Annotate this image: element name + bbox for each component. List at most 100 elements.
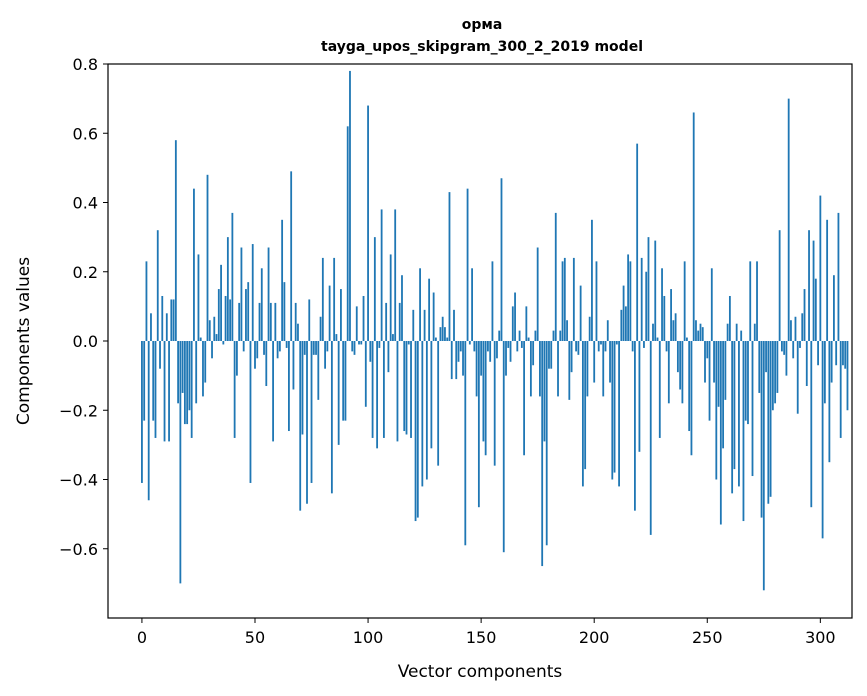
bar (568, 341, 571, 400)
bar (527, 337, 530, 341)
bar (489, 341, 492, 362)
bar (385, 302, 388, 341)
bar (254, 341, 256, 369)
bar (525, 306, 528, 342)
bar (480, 341, 483, 376)
bar (204, 341, 207, 383)
bar (471, 268, 473, 341)
bar (509, 341, 512, 362)
bar (529, 341, 532, 397)
bar (161, 295, 164, 341)
bar (796, 341, 799, 414)
bar (699, 323, 702, 341)
bar (516, 341, 519, 352)
bar (272, 341, 274, 442)
bar (349, 70, 351, 342)
bar (324, 341, 326, 369)
bar (310, 341, 313, 483)
bar (835, 341, 838, 366)
bar (570, 341, 573, 373)
bar (292, 341, 295, 390)
bar (774, 341, 777, 404)
bar (193, 188, 195, 341)
y-tick-label: 0.6 (73, 124, 98, 143)
bar (647, 237, 650, 342)
bar (753, 323, 756, 341)
bar (842, 341, 844, 366)
bar (667, 341, 670, 404)
bar (658, 341, 661, 438)
bar (315, 341, 317, 355)
bar (814, 278, 817, 341)
y-tick-label: −0.2 (59, 401, 98, 420)
bar (330, 341, 333, 494)
x-tick-label: 150 (466, 628, 497, 647)
bar (340, 289, 342, 341)
bar (803, 289, 806, 341)
bar (416, 341, 419, 518)
bar (299, 341, 302, 511)
bar (477, 341, 480, 508)
plot-frame (107, 63, 853, 619)
bar (147, 341, 150, 501)
bar (717, 341, 720, 407)
bar (337, 341, 340, 445)
bar (595, 261, 598, 341)
bar (695, 320, 697, 341)
bar (846, 341, 849, 411)
bar (708, 341, 711, 421)
bar (787, 98, 790, 342)
bar (274, 302, 277, 341)
y-tick-label: 0.2 (73, 263, 98, 282)
bar (213, 316, 216, 341)
bar (152, 341, 155, 421)
bar (369, 341, 372, 362)
bar (600, 341, 602, 345)
bar (715, 341, 718, 480)
bar (450, 341, 453, 380)
bar (308, 299, 311, 341)
bar (649, 341, 652, 535)
y-tick-label: −0.4 (59, 471, 98, 490)
bar (794, 316, 797, 341)
bar (586, 341, 589, 397)
bar (281, 219, 284, 341)
bar (367, 105, 369, 341)
bar (638, 341, 641, 452)
bar (719, 341, 722, 525)
bar (767, 341, 770, 504)
bar (353, 341, 356, 355)
bar (683, 261, 686, 341)
bar (738, 341, 740, 487)
y-tick-label: −0.6 (59, 540, 98, 559)
bar (837, 212, 840, 341)
bar (758, 341, 761, 393)
bar (446, 337, 449, 341)
bar (670, 289, 672, 341)
bar (552, 330, 555, 341)
bar (498, 330, 501, 341)
bar (548, 341, 550, 369)
bar (482, 341, 485, 442)
bar (256, 341, 259, 359)
bar (740, 330, 743, 341)
bar (321, 257, 324, 341)
bar (242, 341, 245, 352)
bar (624, 306, 627, 342)
x-tick-label: 300 (805, 628, 836, 647)
bar (484, 341, 487, 456)
bar (810, 341, 813, 508)
bar (636, 143, 639, 341)
bar (439, 327, 442, 341)
bar (206, 174, 209, 341)
bar (360, 341, 363, 345)
bar (514, 292, 516, 341)
bar (401, 275, 403, 341)
bar (444, 327, 446, 341)
bar (760, 341, 763, 518)
bar (733, 341, 736, 470)
bar (656, 337, 659, 341)
bar (150, 313, 152, 341)
bar (226, 237, 229, 342)
